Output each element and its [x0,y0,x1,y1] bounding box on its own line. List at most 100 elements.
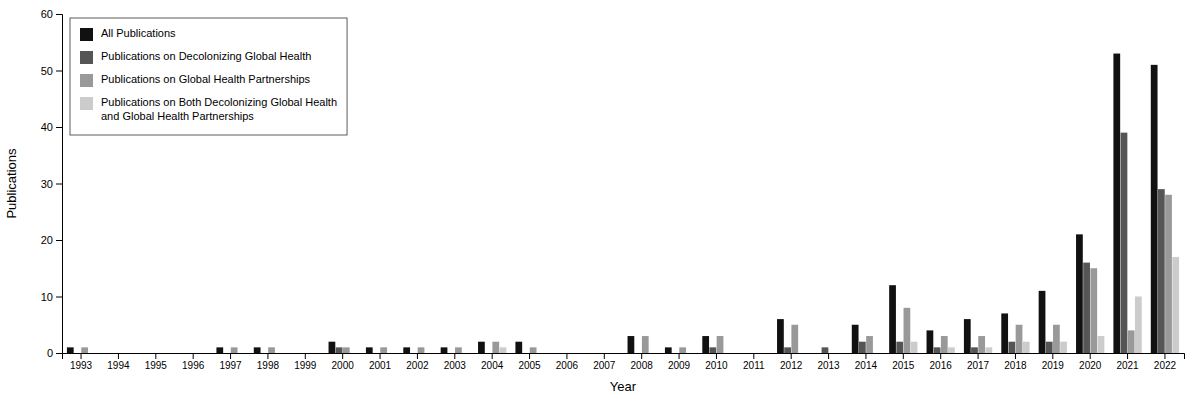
x-tick: 1996 [182,353,205,371]
bar [156,353,163,354]
axis-domain [63,354,1185,360]
bar [836,353,843,354]
tick-label: 10 [41,291,53,303]
bar [665,347,672,353]
legend-label: All Publications [101,27,176,39]
bar [754,353,761,354]
tick-label: 20 [41,234,53,246]
bar [761,353,768,354]
bar [366,347,373,353]
bar [224,353,231,354]
tick-label: 2003 [444,360,467,371]
bar-series [81,195,1172,353]
bar [350,353,357,354]
bar [1060,342,1067,353]
legend-label: Publications on Global Health Partnershi… [101,73,311,85]
x-tick: 2004 [481,353,504,371]
bar [186,353,193,354]
bar [179,353,186,354]
x-tick: 2005 [518,353,541,371]
bars [67,54,1179,353]
tick-mark [56,127,62,128]
bar [238,353,245,354]
tick-label: 1996 [182,360,205,371]
tick-label: 40 [41,121,53,133]
tick-label: 2020 [1079,360,1102,371]
bar [628,336,635,353]
tick-mark [753,353,754,359]
tick-label: 2013 [817,360,840,371]
tick-mark [56,71,62,72]
tick-mark [865,353,866,359]
bar [896,342,903,353]
bar [104,353,111,354]
bar [1121,133,1128,353]
bar [1023,342,1030,353]
tick-mark [56,184,62,185]
tick-mark [454,353,455,359]
bar [597,353,604,354]
bar [275,353,282,354]
tick-mark [230,353,231,359]
tick-mark [342,353,343,359]
y-axis: 0102030405060 [41,8,63,359]
bar [1016,325,1023,353]
legend-label: Publications on Both Decolonizing Global… [101,96,337,122]
bar [747,353,754,354]
bar [814,353,821,354]
bar [231,347,238,353]
tick-mark [305,353,306,359]
bar [852,325,859,353]
tick-mark [56,14,62,15]
x-tick: 2018 [1004,353,1027,371]
tick-mark [1015,353,1016,359]
bar [298,353,305,354]
x-tick: 2001 [369,353,392,371]
tick-mark [641,353,642,359]
tick-label: 2019 [1042,360,1065,371]
tick-mark [903,353,904,359]
bar [530,347,537,353]
bar [642,336,649,353]
bar [911,342,918,353]
tick-label: 1994 [107,360,130,371]
tick-label: 2008 [631,360,654,371]
x-tick: 2012 [780,353,803,371]
bar [964,319,971,353]
bar [149,353,156,354]
tick-mark [81,353,82,359]
tick-label: 2005 [518,360,541,371]
tick-mark [155,353,156,359]
bar [425,353,432,354]
tick-label: 2017 [967,360,990,371]
x-tick: 1997 [219,353,242,371]
tick-mark [417,353,418,359]
tick-mark [1164,353,1165,359]
x-tick: 2017 [967,353,990,371]
bar [523,353,530,354]
bar [904,308,911,353]
bar [649,353,656,354]
x-tick: 1993 [70,353,93,371]
bar [1135,297,1142,354]
bar [971,347,978,353]
x-tick: 1995 [145,353,168,371]
bar [635,353,642,354]
bar [201,353,208,354]
tick-label: 1993 [70,360,93,371]
bar [1083,263,1090,353]
bar [329,342,336,353]
x-tick: 1998 [257,353,280,371]
bar [829,353,836,354]
tick-mark [380,353,381,359]
legend-frame [70,18,347,135]
tick-label: 2007 [593,360,616,371]
bar [784,347,791,353]
tick-label: 2012 [780,360,803,371]
bar [717,336,724,353]
x-tick: 2007 [593,353,616,371]
bar [822,347,829,353]
tick-mark [56,240,62,241]
bar [1151,65,1158,353]
bar [873,353,880,354]
